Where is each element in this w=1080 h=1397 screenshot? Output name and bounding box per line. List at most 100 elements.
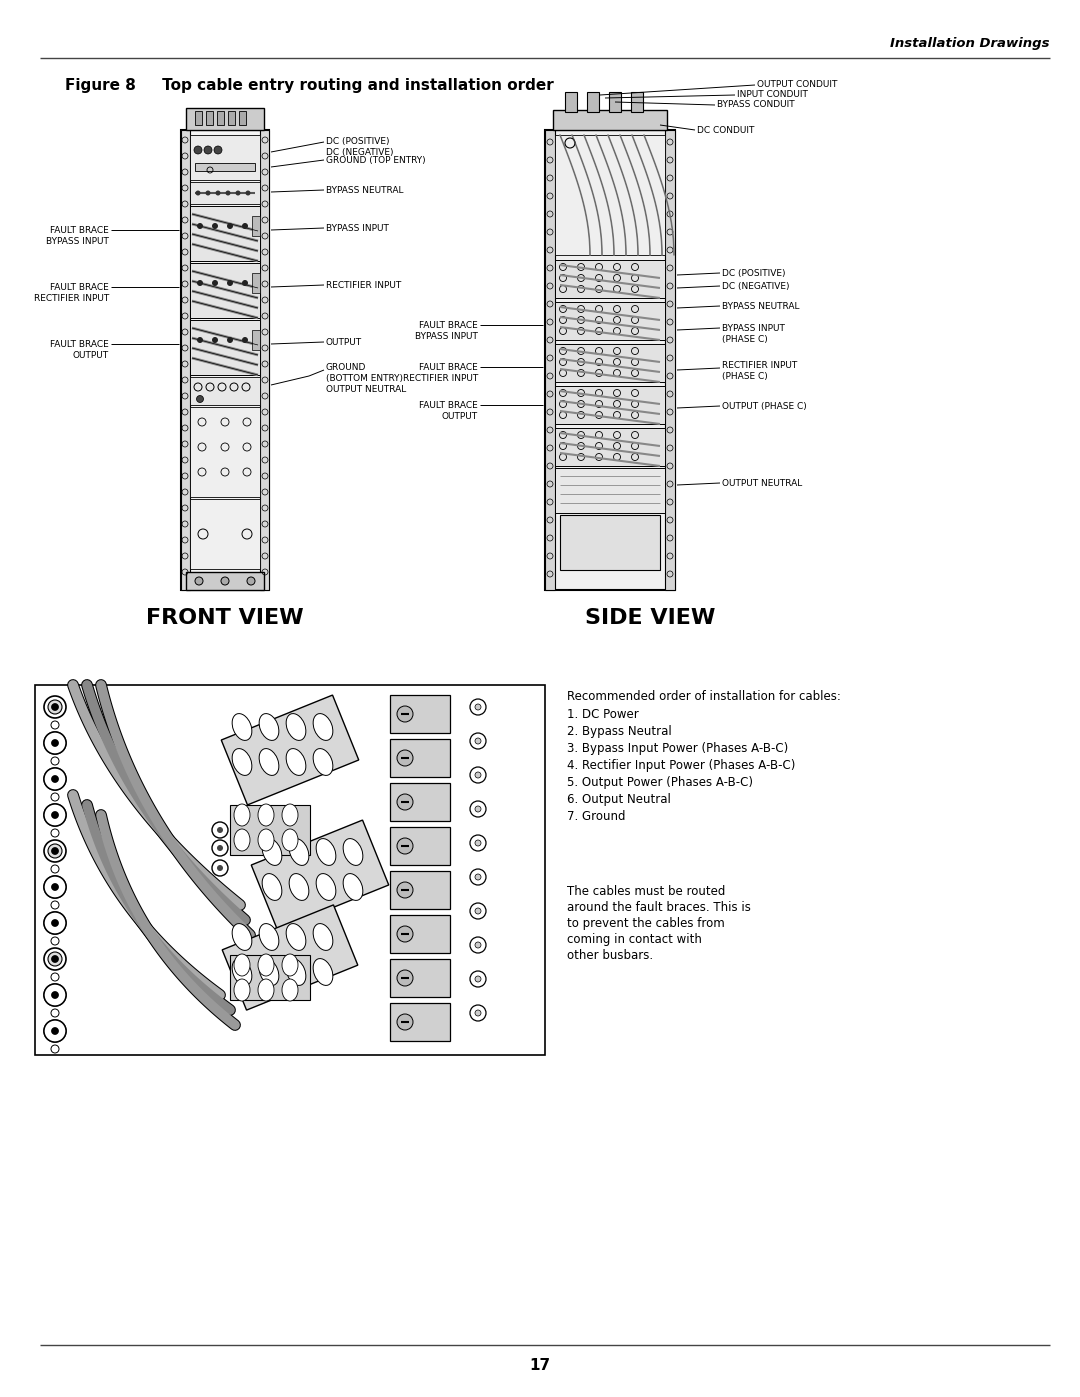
Ellipse shape <box>286 958 306 985</box>
Text: OUTPUT CONDUIT: OUTPUT CONDUIT <box>757 80 837 89</box>
Bar <box>390 958 450 997</box>
Bar <box>565 92 577 112</box>
Text: DC CONDUIT: DC CONDUIT <box>697 126 754 136</box>
Bar <box>390 694 450 733</box>
Circle shape <box>212 279 218 286</box>
Circle shape <box>44 768 66 789</box>
Circle shape <box>470 767 486 782</box>
Circle shape <box>475 806 481 812</box>
Circle shape <box>44 876 66 898</box>
Circle shape <box>44 768 66 789</box>
Bar <box>195 110 202 124</box>
Circle shape <box>397 926 413 942</box>
Text: FAULT BRACE
OUTPUT: FAULT BRACE OUTPUT <box>51 339 109 360</box>
Text: FAULT BRACE
RECTIFIER INPUT: FAULT BRACE RECTIFIER INPUT <box>403 363 478 383</box>
Circle shape <box>195 577 203 585</box>
Bar <box>545 130 555 590</box>
Text: FAULT BRACE
BYPASS INPUT: FAULT BRACE BYPASS INPUT <box>46 226 109 246</box>
Circle shape <box>397 1014 413 1030</box>
Bar <box>217 110 224 124</box>
Circle shape <box>470 835 486 851</box>
Circle shape <box>51 1045 59 1053</box>
Circle shape <box>212 840 228 856</box>
Bar <box>555 386 665 425</box>
Text: BYPASS NEUTRAL: BYPASS NEUTRAL <box>326 186 404 196</box>
Bar <box>186 108 264 130</box>
Circle shape <box>51 721 59 729</box>
Ellipse shape <box>259 714 279 740</box>
Circle shape <box>217 865 222 870</box>
Bar <box>190 263 260 319</box>
Circle shape <box>44 732 66 754</box>
Text: FRONT VIEW: FRONT VIEW <box>146 608 303 629</box>
Circle shape <box>52 992 58 999</box>
Bar <box>221 696 359 805</box>
Circle shape <box>212 861 228 876</box>
Circle shape <box>44 805 66 826</box>
Ellipse shape <box>282 979 298 1002</box>
Bar <box>390 739 450 777</box>
Text: OUTPUT: OUTPUT <box>326 338 362 346</box>
Ellipse shape <box>289 873 309 901</box>
Circle shape <box>52 956 58 963</box>
Circle shape <box>52 704 58 711</box>
Circle shape <box>397 750 413 766</box>
Circle shape <box>52 740 58 746</box>
Ellipse shape <box>286 749 306 775</box>
Circle shape <box>51 1009 59 1017</box>
Bar <box>252 217 260 236</box>
Circle shape <box>197 395 203 402</box>
Circle shape <box>52 775 58 782</box>
Circle shape <box>44 983 66 1006</box>
Circle shape <box>242 337 248 344</box>
Text: 4. Rectifier Input Power (Phases A-B-C): 4. Rectifier Input Power (Phases A-B-C) <box>567 759 795 773</box>
Bar <box>390 827 450 865</box>
Bar <box>35 685 545 1055</box>
Ellipse shape <box>316 838 336 865</box>
Bar <box>252 330 260 351</box>
Bar <box>190 205 260 261</box>
Bar <box>555 427 665 467</box>
Circle shape <box>242 279 248 286</box>
Circle shape <box>397 705 413 722</box>
Circle shape <box>52 992 58 997</box>
Circle shape <box>242 224 248 229</box>
Bar <box>390 915 450 953</box>
Circle shape <box>52 848 58 854</box>
Text: GROUND (TOP ENTRY): GROUND (TOP ENTRY) <box>326 156 426 165</box>
Text: 7. Ground: 7. Ground <box>567 810 625 823</box>
Circle shape <box>195 190 201 196</box>
Ellipse shape <box>258 805 274 826</box>
Ellipse shape <box>234 954 249 977</box>
Ellipse shape <box>313 958 333 985</box>
Bar <box>665 130 675 590</box>
Text: DC (NEGATIVE): DC (NEGATIVE) <box>723 282 789 291</box>
Circle shape <box>397 970 413 986</box>
Bar <box>390 1003 450 1041</box>
Circle shape <box>475 704 481 710</box>
Circle shape <box>227 337 233 344</box>
Circle shape <box>52 704 58 710</box>
Circle shape <box>44 983 66 1006</box>
Circle shape <box>227 224 233 229</box>
Text: FAULT BRACE
OUTPUT: FAULT BRACE OUTPUT <box>419 401 478 420</box>
Circle shape <box>52 1028 58 1034</box>
Bar <box>230 956 310 1000</box>
Ellipse shape <box>259 749 279 775</box>
Bar <box>631 92 643 112</box>
Circle shape <box>48 951 62 965</box>
Bar <box>228 110 235 124</box>
Ellipse shape <box>286 923 306 950</box>
Ellipse shape <box>289 838 309 865</box>
Circle shape <box>51 901 59 909</box>
Circle shape <box>221 577 229 585</box>
Circle shape <box>44 840 66 862</box>
Ellipse shape <box>282 828 298 851</box>
Circle shape <box>44 912 66 935</box>
Circle shape <box>44 805 66 826</box>
Bar <box>190 407 260 497</box>
Circle shape <box>51 757 59 766</box>
Circle shape <box>217 827 222 833</box>
Ellipse shape <box>259 958 279 985</box>
Circle shape <box>44 1020 66 1042</box>
